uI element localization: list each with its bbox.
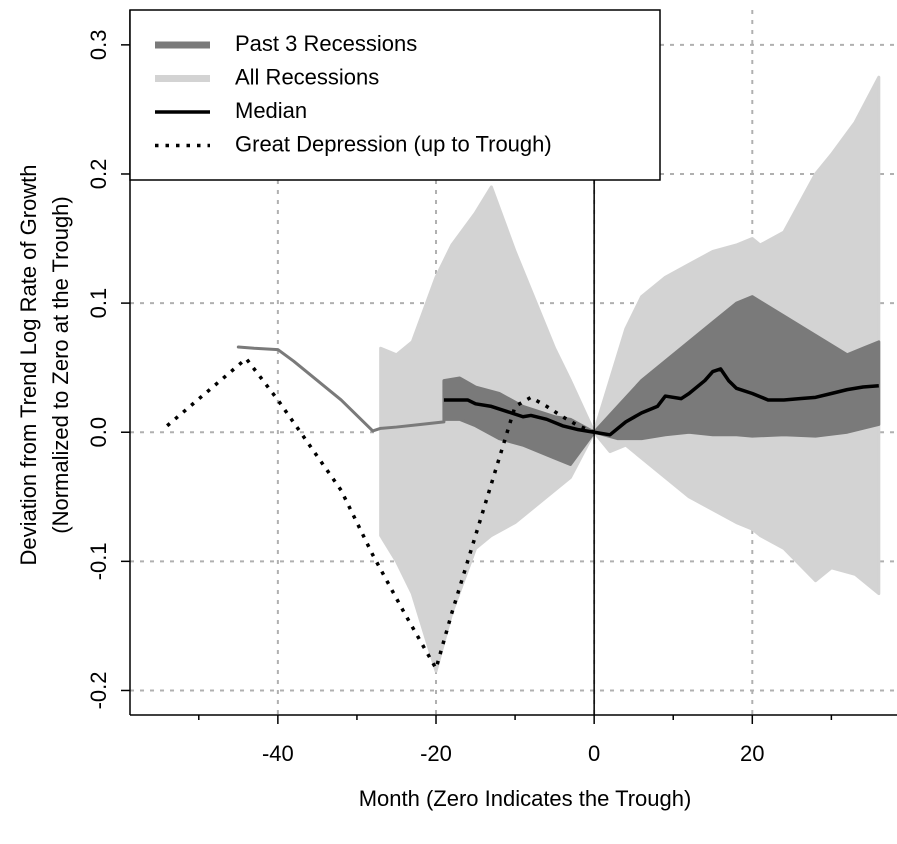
band <box>236 295 881 467</box>
y-tick-label: 0.2 <box>86 159 111 190</box>
legend-label: Past 3 Recessions <box>235 31 417 56</box>
band <box>379 75 881 673</box>
axes: -0.2 -0.1 0.0 0.1 0.2 0.3 -40 -20 0 20 <box>86 10 897 766</box>
x-tick-label: 20 <box>740 741 764 766</box>
legend-box <box>129 9 661 181</box>
x-tick-label: -20 <box>420 741 452 766</box>
series-line <box>166 356 595 671</box>
x-tick-label: 0 <box>588 741 600 766</box>
y-axis-label: Deviation from Trend Log Rate of Growth <box>16 164 41 565</box>
legend-label: All Recessions <box>235 64 379 89</box>
plot-area <box>166 10 881 715</box>
y-tick-label: 0.3 <box>86 30 111 61</box>
x-tick-label: -40 <box>262 741 294 766</box>
y-tick-label: -0.1 <box>86 542 111 580</box>
y-tick-label: 0.0 <box>86 417 111 448</box>
legend-label: Great Depression (up to Trough) <box>235 131 552 156</box>
y-tick-label: 0.1 <box>86 288 111 319</box>
series-line <box>443 367 879 437</box>
legend-label: Median <box>235 98 307 123</box>
x-axis-label: Month (Zero Indicates the Trough) <box>359 786 692 811</box>
y-axis-label: (Normalized to Zero at the Trough) <box>48 196 73 533</box>
y-tick-label: -0.2 <box>86 672 111 710</box>
legend: Past 3 Recessions All Recessions Median Gre… <box>129 9 661 181</box>
